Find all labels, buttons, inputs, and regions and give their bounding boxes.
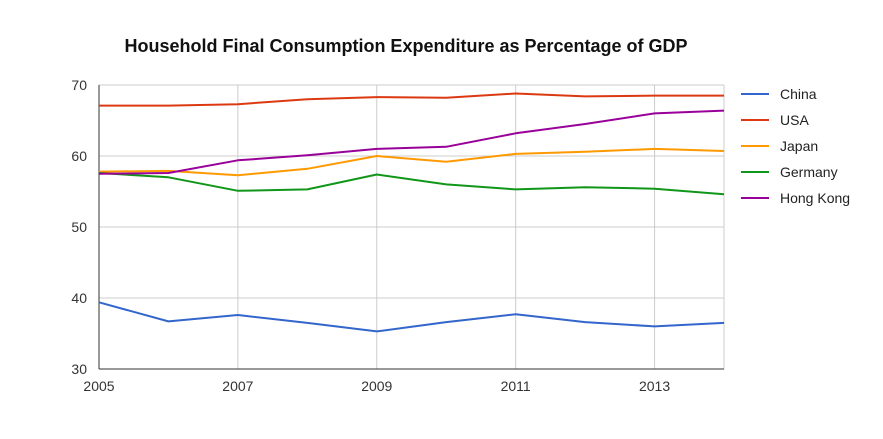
series-line-hong-kong bbox=[98, 109, 725, 175]
legend: China USA Japan Germany Hong Kong bbox=[741, 86, 850, 206]
series-layer bbox=[98, 92, 725, 333]
legend-label-germany: Germany bbox=[780, 164, 838, 180]
axis-layer: 30 40 50 60 70 2005 2007 2009 2011 2013 bbox=[71, 77, 724, 394]
series-line-usa bbox=[99, 92, 724, 107]
series-line-china bbox=[98, 301, 725, 333]
x-tick-label: 2011 bbox=[501, 378, 531, 394]
legend-label-china: China bbox=[780, 86, 817, 102]
y-tick-label: 30 bbox=[71, 361, 87, 377]
x-tick-label: 2007 bbox=[222, 378, 253, 394]
x-tick-label: 2009 bbox=[361, 378, 392, 394]
y-tick-label: 70 bbox=[71, 77, 87, 93]
x-tick-label: 2005 bbox=[83, 378, 114, 394]
legend-label-usa: USA bbox=[780, 112, 809, 128]
legend-label-hong-kong: Hong Kong bbox=[780, 190, 850, 206]
legend-label-japan: Japan bbox=[780, 138, 818, 154]
series-line-germany bbox=[98, 172, 725, 196]
x-tick-label: 2013 bbox=[639, 378, 670, 394]
y-tick-label: 40 bbox=[71, 290, 87, 306]
chart-title: Household Final Consumption Expenditure … bbox=[124, 36, 688, 56]
series-line-japan bbox=[98, 147, 725, 177]
y-tick-label: 50 bbox=[71, 219, 87, 235]
y-tick-label: 60 bbox=[71, 148, 87, 164]
